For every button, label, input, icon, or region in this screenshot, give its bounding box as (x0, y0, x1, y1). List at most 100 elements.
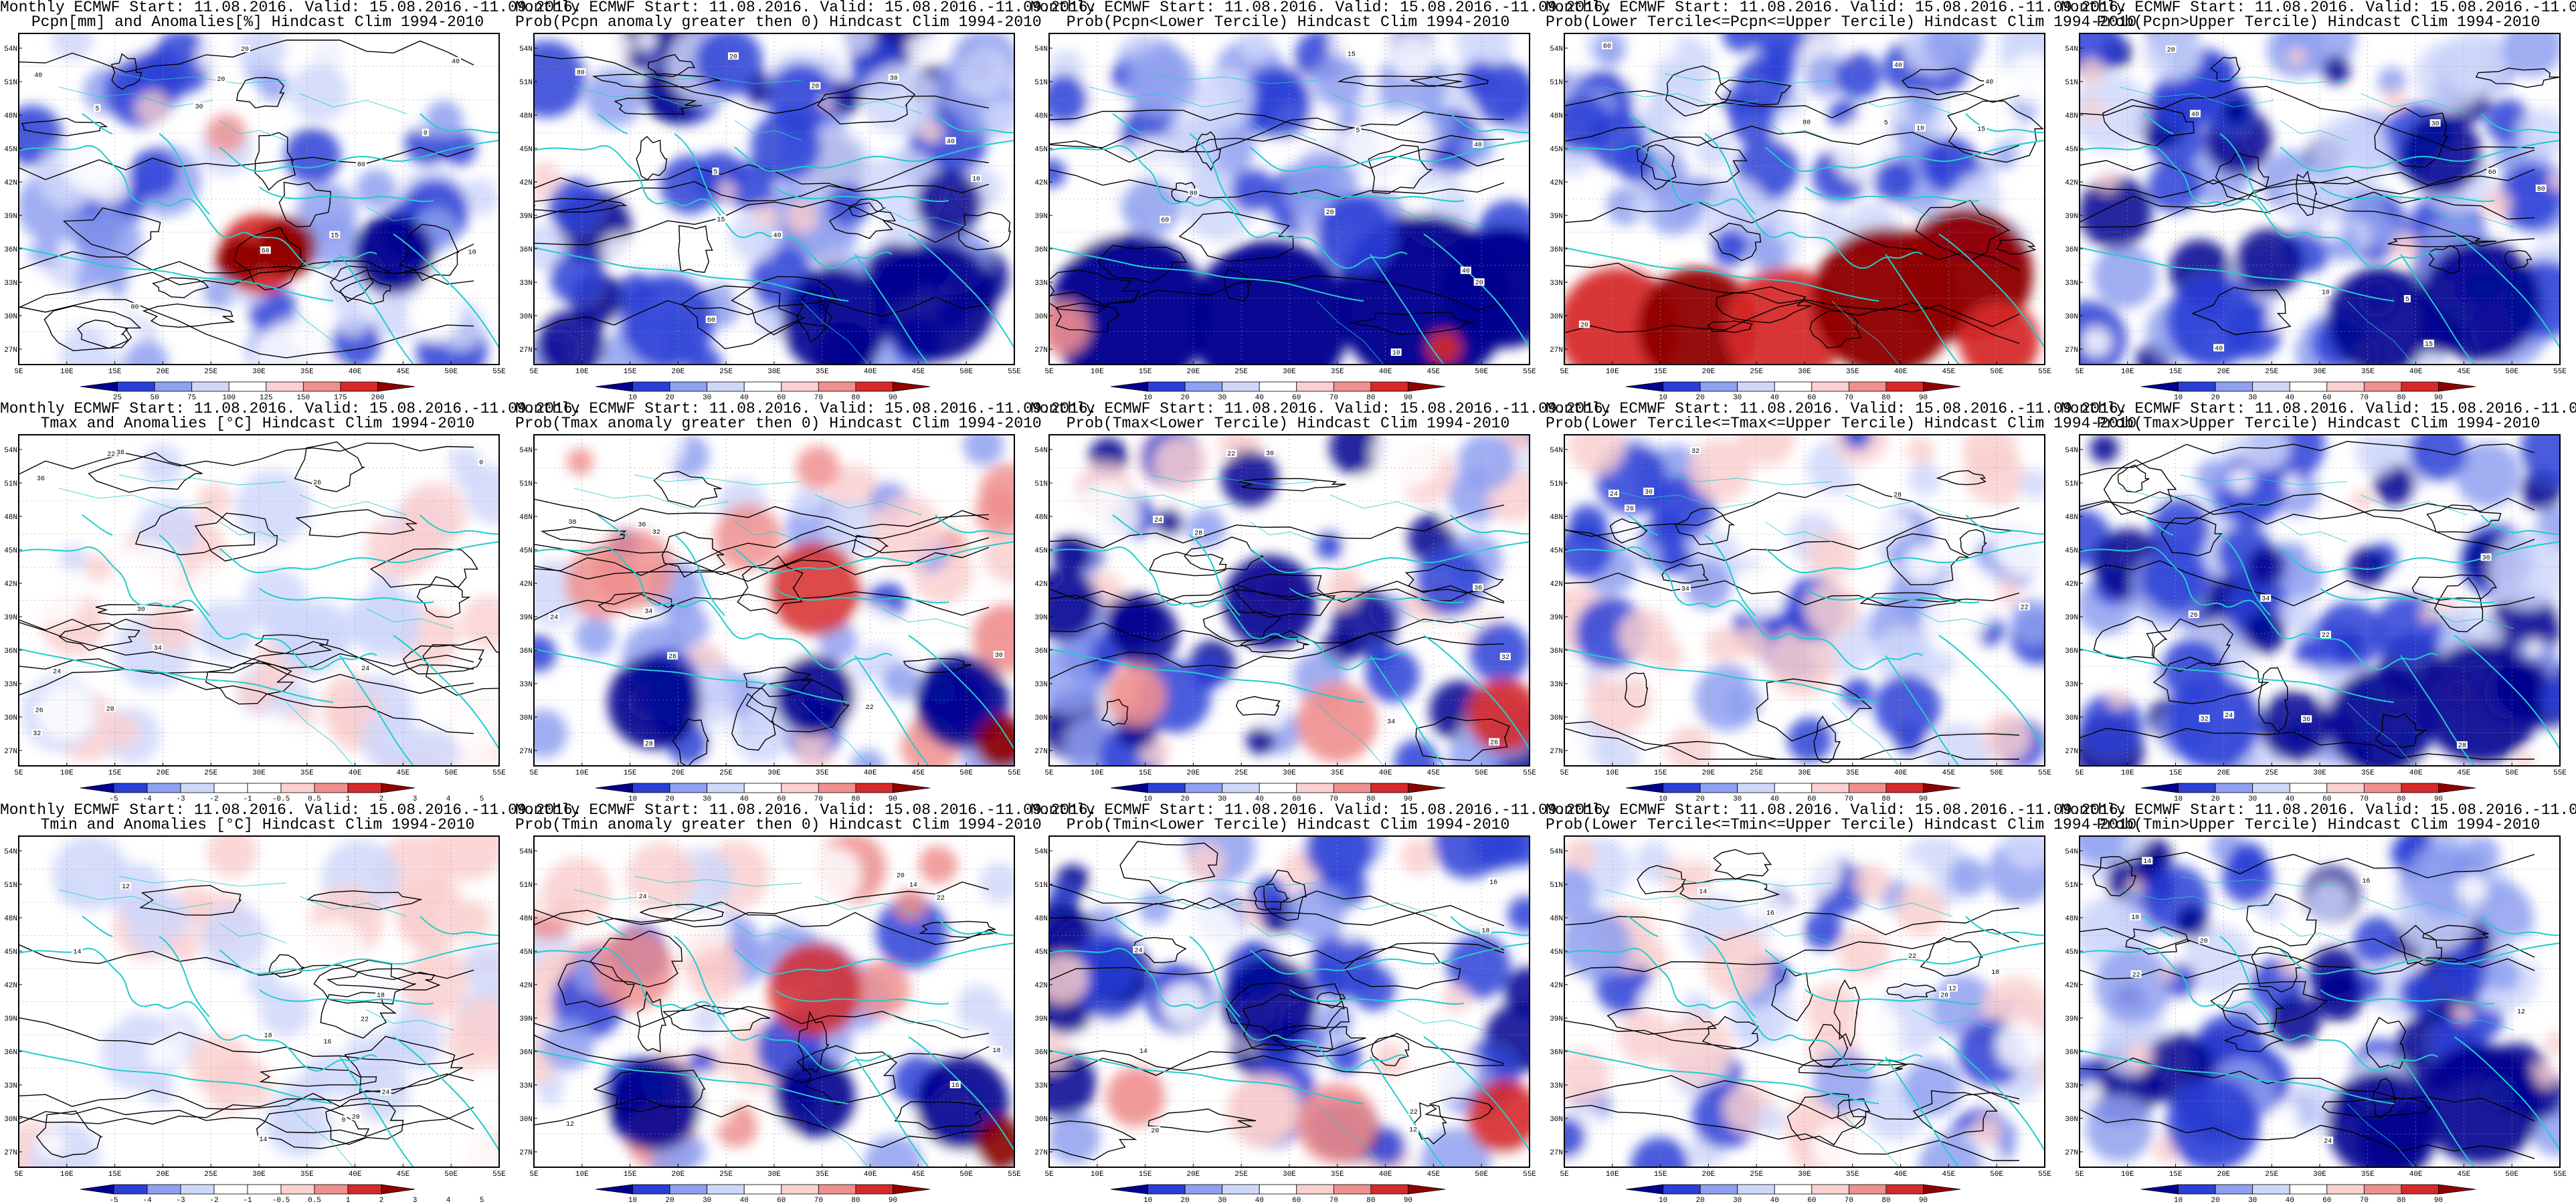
contour-label: 30 (2431, 120, 2440, 128)
lon-tick-label: 55E (2553, 368, 2567, 376)
contour-line (2191, 287, 2292, 336)
contour-label: 20 (1475, 280, 1483, 287)
lon-tick-label: 5E (2075, 1171, 2084, 1179)
field-patch (688, 1049, 716, 1078)
colorbar-segment (2252, 1184, 2290, 1195)
contour-label: 20 (352, 1114, 360, 1122)
lat-tick-label: 39N (1034, 614, 1048, 622)
contour-line (534, 159, 990, 219)
country-border (366, 1009, 454, 1031)
coastline (935, 916, 1014, 936)
contour-line (636, 136, 668, 181)
coastline (1805, 989, 1980, 1005)
country-border (2119, 86, 2274, 108)
lon-tick-label: 50E (1475, 368, 1488, 376)
contour-label: 60 (1161, 217, 1169, 225)
field-patch (1568, 435, 1627, 474)
colorbar-label: 80 (1366, 795, 1375, 803)
contour-line (1564, 728, 2020, 760)
lat-tick-label: 36N (4, 1049, 17, 1057)
field-patch (768, 943, 862, 1037)
contour-line (2411, 574, 2497, 601)
colorbar-segment (180, 1184, 215, 1195)
lon-tick-label: 40E (349, 368, 362, 376)
contour-line (2426, 504, 2502, 533)
field-patch (2282, 473, 2300, 492)
contour-line (1049, 884, 1505, 951)
coastline (1564, 247, 1879, 302)
field-patch (753, 203, 778, 229)
field-patch (2294, 639, 2325, 670)
coastline (1938, 1036, 2045, 1151)
colorbar-label: 10 (1143, 1197, 1152, 1204)
contour-label: 5 (2405, 296, 2409, 304)
field-patch (1507, 896, 1530, 932)
colorbar-label: 70 (814, 1197, 823, 1204)
lat-tick-label: 33N (519, 681, 533, 689)
country-border (814, 494, 923, 516)
coastline (420, 514, 499, 535)
contour-label: 10 (1916, 125, 1924, 132)
country-border (366, 207, 454, 228)
field-patch (894, 888, 927, 921)
panel-title-line1: Monthly ECMWF Start: 11.08.2016. Valid: … (0, 801, 582, 819)
lat-tick-label: 30N (2065, 714, 2078, 722)
country-border (634, 73, 802, 84)
contour-label: 12 (566, 1121, 574, 1128)
contour-line (534, 1003, 990, 1039)
coastline (1289, 588, 1465, 603)
country-border (1604, 889, 1759, 910)
field-patch (1704, 930, 1772, 999)
lon-tick-label: 50E (444, 1171, 458, 1179)
country-border (2347, 1103, 2415, 1167)
country-border (118, 73, 287, 84)
lon-tick-label: 50E (1475, 1171, 1488, 1179)
field-patch (1314, 530, 1344, 560)
field-patch (1644, 175, 1705, 235)
colorbar-label: -1 (243, 1197, 252, 1204)
colorbar-segment (347, 1184, 382, 1195)
coastline (1704, 534, 1756, 616)
field-patch (963, 435, 1004, 466)
coastline (734, 140, 1014, 172)
contour-line (2080, 560, 2535, 608)
contour-label: 22 (107, 451, 115, 458)
colorbar-label: 40 (1255, 1197, 1264, 1204)
contour-label: 30 (195, 104, 203, 111)
field-patch (2095, 947, 2173, 1025)
country-border (1089, 889, 1244, 910)
field-patch (168, 932, 199, 963)
field-patch (2019, 468, 2045, 499)
field-patch (1567, 504, 1608, 546)
lon-tick-label: 25E (1750, 368, 1763, 376)
field-patch (585, 68, 644, 127)
colorbar-segment (2363, 783, 2402, 793)
contour-line (2374, 107, 2449, 168)
shaded-field (2080, 435, 2560, 766)
field-patch (256, 217, 316, 278)
contour-label: 14 (1699, 889, 1707, 896)
lon-tick-label: 50E (959, 368, 973, 376)
contour-label: 80 (131, 304, 139, 312)
lat-tick-label: 42N (519, 581, 533, 589)
colorbar-segment (781, 381, 819, 392)
lon-tick-label: 35E (300, 1171, 314, 1179)
lon-tick-label: 15E (108, 368, 122, 376)
lat-tick-label: 45N (1034, 146, 1048, 154)
field-patch (1618, 1010, 1671, 1064)
colorbar-segment (743, 1184, 782, 1195)
field-patch (804, 846, 862, 904)
contour-line (1404, 563, 1505, 593)
colorbar-segment (2326, 783, 2365, 793)
field-patch (2370, 218, 2401, 248)
field-patch (2355, 435, 2399, 476)
contour-line (1049, 1120, 1137, 1161)
coastline (2080, 648, 2395, 703)
contour-label: 15 (1977, 126, 1985, 133)
field-patch (431, 695, 474, 738)
colorbar-label: 40 (1770, 795, 1779, 803)
colorbar-label: 90 (1919, 795, 1928, 803)
contour-label: 0 (424, 130, 428, 138)
colorbar-label: 90 (2434, 1197, 2443, 1204)
contour-line (2504, 249, 2533, 270)
